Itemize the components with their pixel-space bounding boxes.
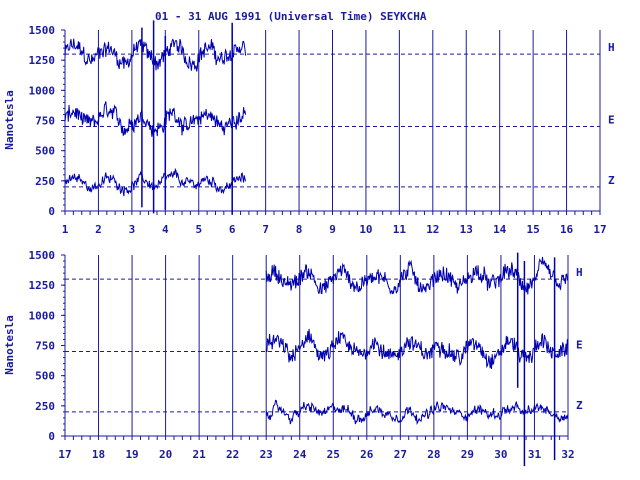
x-tick-label: 6: [229, 223, 236, 236]
y-tick-label: 0: [48, 430, 55, 443]
y-tick-label: 1500: [29, 24, 56, 37]
y-axis-label: Nanotesla: [3, 90, 16, 150]
x-tick-label: 15: [527, 223, 540, 236]
x-tick-label: 20: [159, 448, 172, 461]
x-tick-label: 8: [296, 223, 303, 236]
component-label-E: E: [576, 339, 583, 352]
panel-top: 1 2 3 4 5 6 7 8 9 10 11 12 13 14 15 16 17025050075010001…: [3, 20, 615, 236]
x-tick-label: 23: [260, 448, 273, 461]
component-label-Z: Z: [608, 174, 615, 187]
y-tick-label: 250: [35, 175, 55, 188]
panel-bottom: 17 18 19 20 21 22 23 24 25 26 27 28 29 30 31 32 0 250 500 7…: [3, 249, 583, 467]
x-tick-label: 26: [360, 448, 374, 461]
x-tick-label: 32: [561, 448, 574, 461]
x-tick-label: 21: [193, 448, 207, 461]
series-trace-H: [265, 256, 569, 295]
x-tick-label: 4: [162, 223, 169, 236]
x-tick-label: 30: [494, 448, 507, 461]
component-label-Z: Z: [576, 399, 583, 412]
x-tick-label: 19: [125, 448, 138, 461]
x-tick-label: 16: [560, 223, 574, 236]
chart-title: 01 - 31 AUG 1991 (Universal Time) SEYKCH…: [155, 10, 427, 23]
x-tick-label: 13: [460, 223, 473, 236]
x-tick-label: 17: [58, 448, 71, 461]
y-tick-label: 1500: [29, 249, 56, 262]
x-tick-label: 2: [95, 223, 102, 236]
y-tick-label: 1250: [29, 54, 56, 67]
x-tick-label: 17: [593, 223, 606, 236]
y-tick-label: 1000: [29, 84, 56, 97]
series-trace-H: [64, 38, 247, 72]
series-trace-E: [265, 328, 569, 370]
x-tick-label: 3: [129, 223, 136, 236]
x-tick-label: 7: [262, 223, 269, 236]
y-tick-label: 750: [35, 115, 55, 128]
series-trace-Z: [64, 167, 247, 197]
component-label-H: H: [576, 266, 583, 279]
x-tick-label: 29: [461, 448, 474, 461]
y-tick-label: 1000: [29, 309, 56, 322]
x-tick-label: 24: [293, 448, 307, 461]
y-tick-label: 250: [35, 400, 55, 413]
x-tick-label: 28: [427, 448, 440, 461]
y-tick-label: 1250: [29, 279, 56, 292]
x-tick-label: 1: [62, 223, 69, 236]
x-tick-label: 5: [195, 223, 202, 236]
x-tick-label: 12: [426, 223, 439, 236]
series-trace-E: [64, 101, 247, 137]
y-axis-label: Nanotesla: [3, 315, 16, 375]
x-tick-label: 9: [329, 223, 336, 236]
x-tick-label: 11: [393, 223, 407, 236]
x-tick-label: 27: [394, 448, 407, 461]
x-tick-label: 25: [327, 448, 340, 461]
x-tick-label: 31: [528, 448, 542, 461]
y-tick-label: 0: [48, 205, 55, 218]
component-label-H: H: [608, 41, 615, 54]
component-label-E: E: [608, 114, 615, 127]
x-tick-label: 18: [92, 448, 105, 461]
series-trace-Z: [265, 399, 569, 426]
y-tick-label: 500: [35, 145, 55, 158]
x-tick-label: 14: [493, 223, 507, 236]
x-tick-label: 22: [226, 448, 239, 461]
y-tick-label: 750: [35, 340, 55, 353]
x-tick-label: 10: [359, 223, 372, 236]
y-tick-label: 500: [35, 370, 55, 383]
